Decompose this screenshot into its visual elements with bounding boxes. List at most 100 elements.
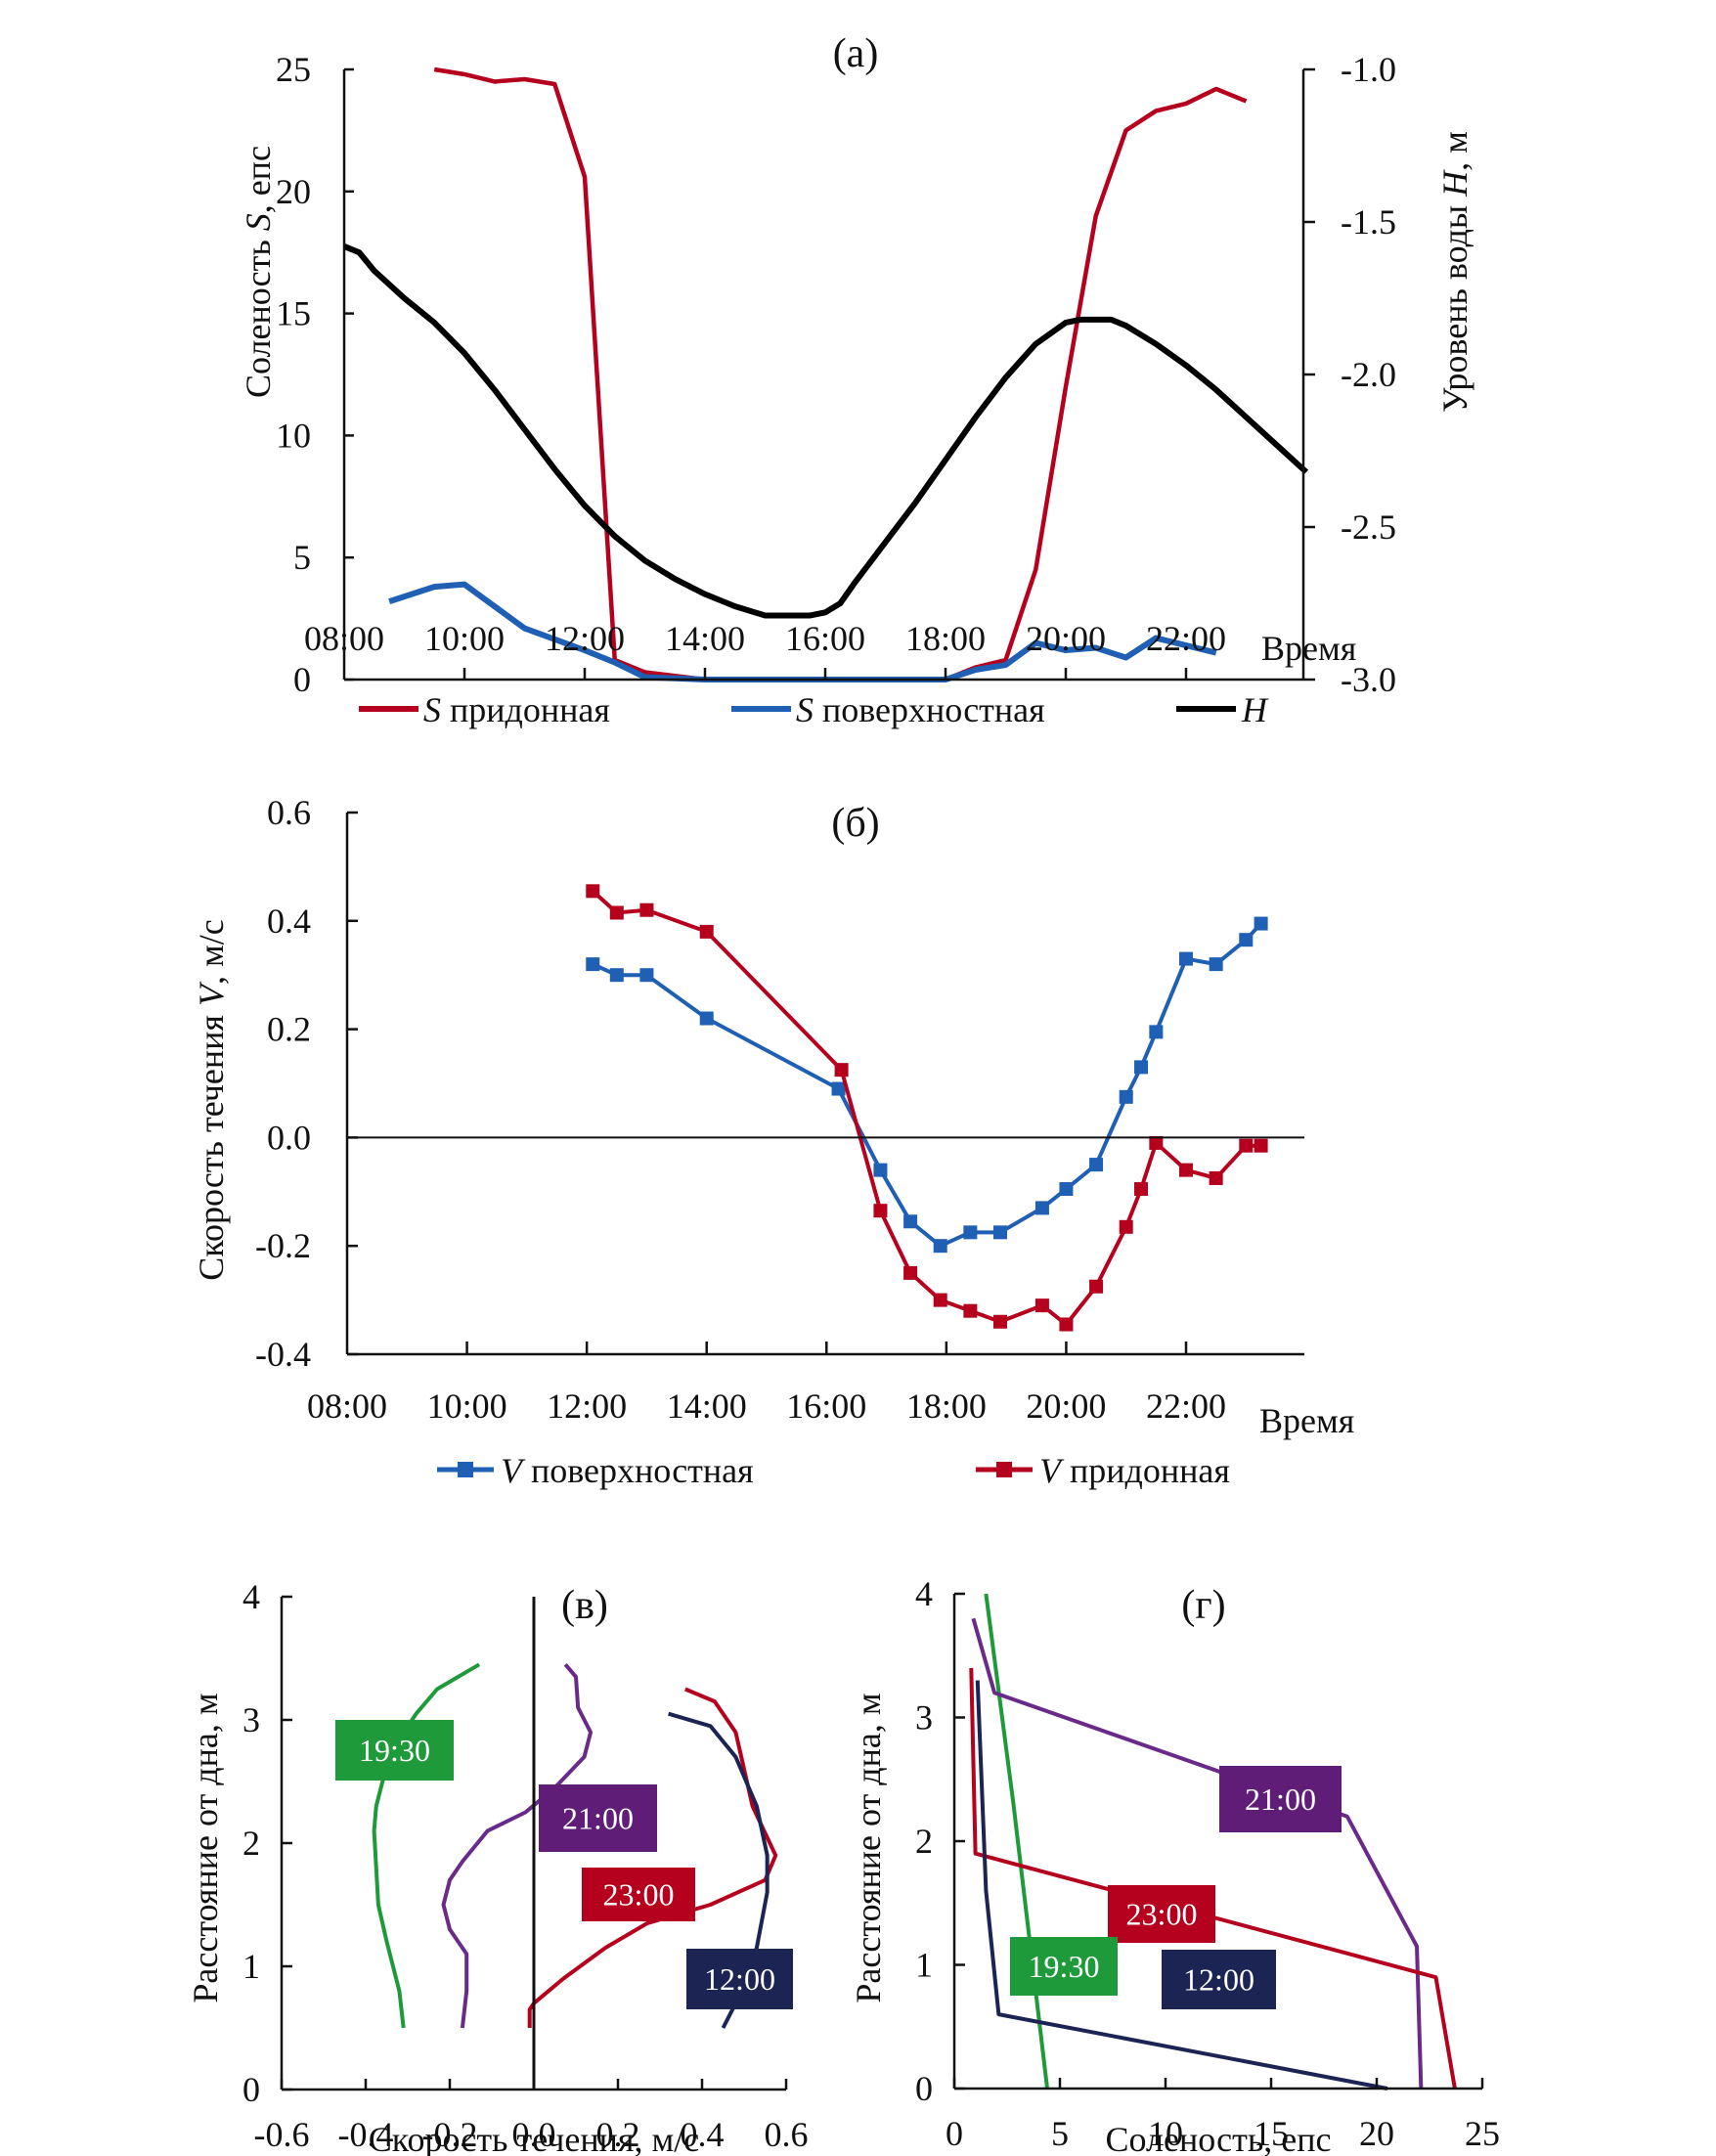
- y-tick-label: 0: [242, 2070, 260, 2109]
- y-tick-label: 0.0: [267, 1118, 311, 1157]
- panel-c-velocity-profiles: (в) 0 1 2 3 4 -0.6 -0.4 -0.2 0.0 0.2 0.4 0.6 19:30 2…: [186, 1577, 809, 2156]
- y-tick-label: 20: [276, 172, 311, 211]
- data-point-marker: [1239, 933, 1254, 947]
- data-point-marker: [933, 1293, 947, 1307]
- data-point-marker: [1149, 1025, 1164, 1039]
- time-label-text: 12:00: [704, 1961, 775, 1997]
- data-point-marker: [831, 1081, 846, 1096]
- data-point-marker: [1209, 1170, 1223, 1185]
- legend-label: V придонная: [1039, 1451, 1230, 1490]
- legend-item-s-bottom: S придонная: [359, 690, 610, 729]
- x-tick-label: 16:00: [786, 1386, 866, 1426]
- panel-a-title: (a): [833, 31, 879, 76]
- data-point-marker: [699, 924, 714, 939]
- x-tick-label: 10:00: [424, 619, 505, 658]
- x-tick-label: 12:00: [547, 1386, 627, 1426]
- panel-b-title: (б): [831, 801, 879, 846]
- time-label-box: [1010, 1937, 1118, 1996]
- y-tick-label: 5: [293, 538, 311, 577]
- data-point-marker: [1134, 1060, 1149, 1075]
- x-tick-label: 18:00: [905, 619, 986, 658]
- data-point-marker: [609, 905, 624, 920]
- time-label-1930: 19:30: [335, 1720, 454, 1781]
- time-label-box: [1108, 1885, 1215, 1943]
- panel-b-y-axis-label: Скорость течения V, м/с: [192, 919, 231, 1280]
- x-tick-label: 22:00: [1146, 619, 1226, 658]
- panel-c-title: (в): [561, 1583, 608, 1628]
- data-point-marker: [1254, 1138, 1268, 1153]
- y-tick-label: 0.2: [267, 1010, 311, 1049]
- profile-line-1930: [372, 1662, 481, 2029]
- panel-d-x-axis-label: Соленость, епс: [1106, 2120, 1332, 2156]
- x-tick-label: 25: [1465, 2114, 1500, 2153]
- y2-tick-label: -3.0: [1341, 660, 1396, 699]
- x-tick-label: 5: [1051, 2114, 1069, 2153]
- time-label-1930: 19:30: [1010, 1937, 1118, 1996]
- time-label-box: [686, 1949, 793, 2009]
- y-tick-label: 10: [276, 416, 311, 455]
- panel-a-salinity-level: (a) 0 5 10 15 20 25 -3.0 -2.5 -2.0 -1.5 -1.0 08:00 1…: [239, 31, 1474, 729]
- time-label-2300: 23:00: [1108, 1885, 1215, 1943]
- data-point-marker: [993, 1314, 1008, 1329]
- x-tick-label: 16:00: [785, 619, 865, 658]
- series-line-V-поверхностная: [592, 922, 1263, 1249]
- series-line-V-придонная: [591, 889, 1261, 1327]
- panel-b-x-axis-label: Время: [1259, 1401, 1354, 1440]
- legend-label: V поверхностная: [501, 1451, 754, 1490]
- x-tick-label: 0: [946, 2114, 963, 2153]
- x-tick-label: -0.6: [254, 2115, 310, 2154]
- data-point-marker: [586, 957, 600, 972]
- legend-marker: [458, 1462, 473, 1477]
- legend-item-s-surface: S поверхностная: [731, 690, 1045, 729]
- data-point-marker: [1059, 1317, 1074, 1332]
- data-point-marker: [1179, 1163, 1193, 1177]
- y-tick-label: 3: [242, 1700, 260, 1739]
- time-label-2100: 21:00: [1219, 1766, 1342, 1832]
- y-tick-label: -0.2: [255, 1226, 311, 1265]
- time-label-text: 23:00: [1126, 1897, 1198, 1932]
- data-point-marker: [1059, 1182, 1074, 1197]
- data-point-marker: [903, 1265, 918, 1280]
- time-label-box: [335, 1720, 454, 1781]
- x-tick-label: 0.6: [765, 2115, 809, 2154]
- time-label-box: [539, 1784, 657, 1852]
- data-point-marker: [1149, 1135, 1164, 1150]
- x-tick-label: -0.4: [338, 2115, 394, 2154]
- data-point-marker: [1209, 957, 1223, 972]
- time-label-1200: 12:00: [686, 1949, 793, 2009]
- y2-tick-label: -2.5: [1341, 507, 1396, 547]
- legend-label: H: [1241, 690, 1269, 729]
- data-point-marker: [1179, 951, 1193, 966]
- time-label-text: 19:30: [1029, 1949, 1100, 1984]
- series-line-H: [342, 243, 1309, 619]
- legend-item-v-surface: V поверхностная: [437, 1451, 754, 1490]
- x-tick-label: 20:00: [1026, 619, 1106, 658]
- x-tick-label: 08:00: [307, 1386, 387, 1426]
- data-point-marker: [1034, 1298, 1049, 1313]
- time-label-box: [1219, 1766, 1342, 1832]
- legend-label: S придонная: [423, 690, 610, 729]
- y-tick-label: 0.4: [267, 902, 311, 941]
- y-tick-label: 0.6: [267, 793, 311, 832]
- data-point-marker: [1034, 1201, 1049, 1215]
- x-tick-label: 20:00: [1026, 1386, 1106, 1426]
- y-tick-label: 15: [276, 294, 311, 333]
- panel-d-title: (г): [1181, 1583, 1225, 1628]
- panel-a-legend: S придонная S поверхностная H: [359, 690, 1269, 729]
- y2-tick-label: -1.5: [1341, 202, 1396, 242]
- profile-line-1200: [975, 1680, 1388, 2090]
- time-label-2100: 21:00: [539, 1784, 657, 1852]
- data-point-marker: [903, 1214, 918, 1229]
- panel-d-salinity-profiles: (г) 0 1 2 3 4 0 5 10 15 20 25 21:00 23:00 19:30 12:00…: [849, 1574, 1500, 2156]
- x-tick-label: 12:00: [545, 619, 625, 658]
- data-point-marker: [963, 1225, 978, 1240]
- legend-item-v-bottom: V придонная: [976, 1451, 1230, 1490]
- x-tick-label: 18:00: [906, 1386, 987, 1426]
- y-tick-label: 4: [915, 1574, 933, 1613]
- panel-c-x-axis-label: Скорость течения, м/с: [369, 2120, 699, 2156]
- data-point-marker: [699, 1011, 714, 1026]
- y-tick-label: 3: [915, 1698, 933, 1738]
- y-tick-label: 1: [915, 1946, 933, 1985]
- x-tick-label: 22:00: [1146, 1386, 1226, 1426]
